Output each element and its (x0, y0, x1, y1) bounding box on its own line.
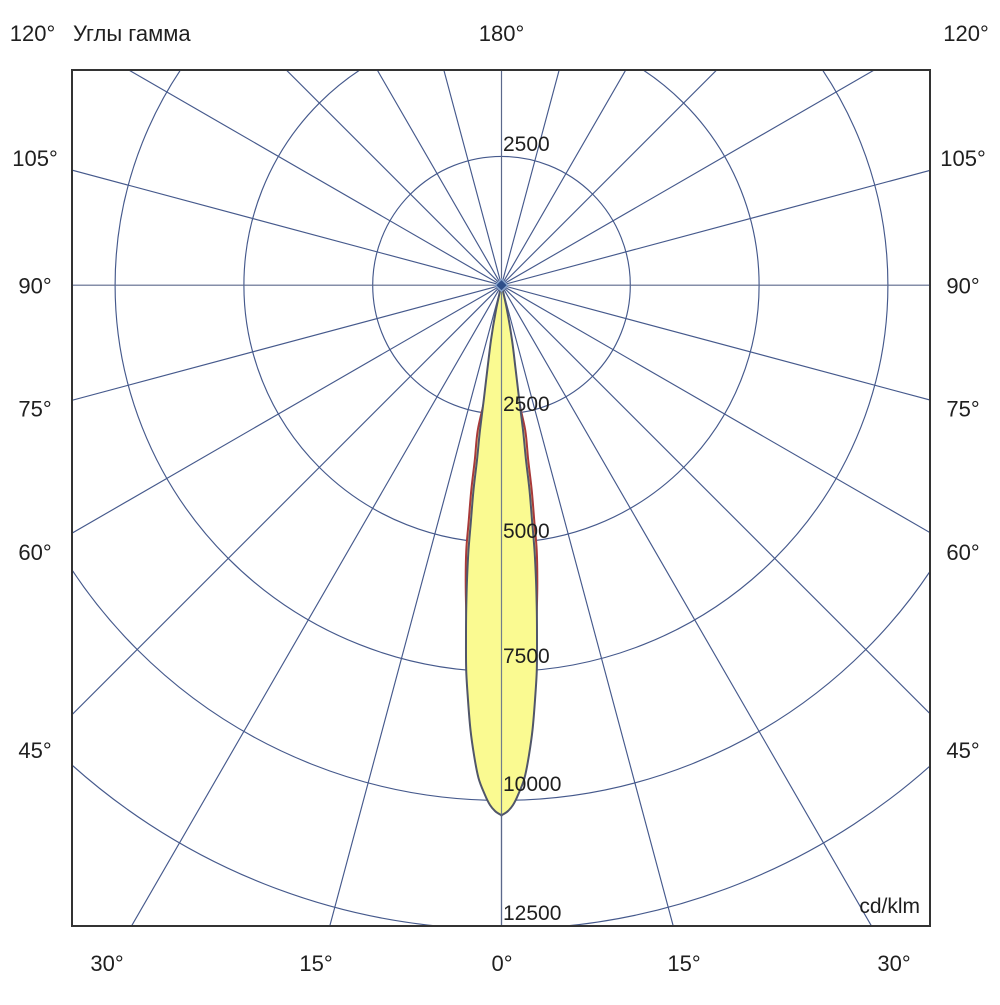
svg-text:45°: 45° (18, 738, 51, 763)
svg-text:10000: 10000 (503, 773, 561, 796)
svg-text:60°: 60° (18, 540, 51, 565)
svg-text:30°: 30° (877, 951, 910, 976)
svg-text:180°: 180° (479, 21, 525, 46)
svg-text:5000: 5000 (503, 520, 550, 543)
svg-text:30°: 30° (90, 951, 123, 976)
svg-text:Углы гамма: Углы гамма (73, 21, 191, 46)
svg-text:2500: 2500 (503, 133, 550, 156)
svg-text:12500: 12500 (503, 902, 561, 925)
svg-text:120°: 120° (10, 21, 56, 46)
svg-text:120°: 120° (943, 21, 989, 46)
svg-text:105°: 105° (12, 146, 58, 171)
svg-text:90°: 90° (946, 274, 979, 299)
svg-text:7500: 7500 (503, 645, 550, 668)
svg-text:2500: 2500 (503, 393, 550, 416)
svg-text:75°: 75° (946, 397, 979, 422)
svg-text:0°: 0° (491, 951, 512, 976)
svg-text:15°: 15° (667, 951, 700, 976)
svg-text:75°: 75° (18, 397, 51, 422)
svg-text:15°: 15° (299, 951, 332, 976)
svg-text:105°: 105° (940, 146, 986, 171)
svg-text:45°: 45° (946, 738, 979, 763)
svg-text:60°: 60° (946, 540, 979, 565)
svg-text:90°: 90° (18, 274, 51, 299)
svg-text:cd/klm: cd/klm (859, 895, 920, 918)
